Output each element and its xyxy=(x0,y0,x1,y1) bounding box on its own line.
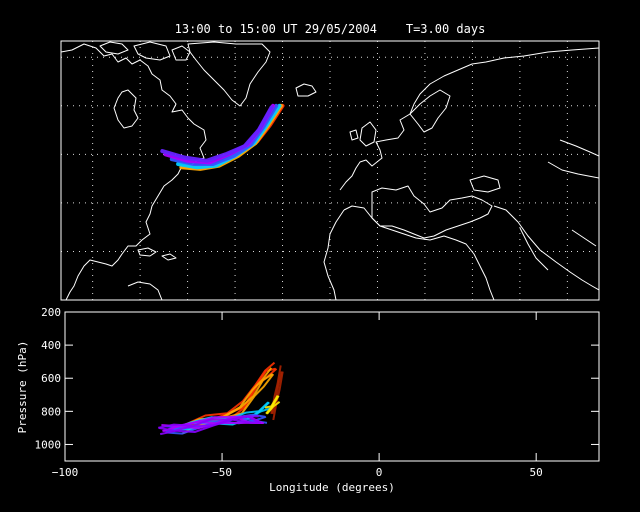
y-axis-label: Pressure (hPa) xyxy=(16,341,29,434)
coastline-arabia xyxy=(493,205,599,291)
profile-trajectory-7 xyxy=(266,400,281,415)
map-trajectory-5 xyxy=(160,105,274,163)
map-frame xyxy=(60,40,600,301)
coastline-british-isles xyxy=(349,121,377,147)
y-tick-label: 1000 xyxy=(35,438,62,451)
coastline-greenland xyxy=(187,41,271,107)
y-tick-label: 600 xyxy=(41,372,61,385)
x-tick-label: −100 xyxy=(52,466,79,479)
x-tick-label: −50 xyxy=(212,466,232,479)
coastlines xyxy=(61,41,599,300)
map-trajectories xyxy=(160,103,285,171)
map-panel xyxy=(60,40,600,301)
x-tick-label: 0 xyxy=(376,466,383,479)
x-tick-label: 50 xyxy=(530,466,543,479)
profile-trajectory-6 xyxy=(271,371,283,415)
coastline-iceland xyxy=(295,83,317,97)
coastline-asia-interior xyxy=(547,139,599,247)
profile-panel: −100 −50 0 50 200 400 600 800 1000 Longitude (de… xyxy=(16,306,600,494)
coastline-africa xyxy=(323,205,495,300)
profile-trajectories xyxy=(157,361,284,436)
coastline-arctic-islands xyxy=(99,41,191,61)
map-grid xyxy=(61,41,599,300)
coastline-europe xyxy=(339,47,599,191)
coastline-south-america xyxy=(127,281,163,300)
coastline-scandinavia xyxy=(409,89,451,133)
coastline-caribbean xyxy=(137,247,177,261)
coastline-hudson-bay xyxy=(113,89,139,129)
profile-trajectory-2 xyxy=(172,407,271,431)
coastline-black-sea xyxy=(469,175,501,193)
profile-axes: −100 −50 0 50 200 400 600 800 1000 xyxy=(35,306,599,479)
x-axis-label: Longitude (degrees) xyxy=(269,481,395,494)
y-tick-label: 400 xyxy=(41,339,61,352)
coastline-mediterranean xyxy=(371,185,493,239)
y-tick-label: 800 xyxy=(41,405,61,418)
plot-title: 13:00 to 15:00 UT 29/05/2004 T=3.00 days xyxy=(174,22,486,36)
profile-frame xyxy=(64,311,600,462)
profile-trajectory-5 xyxy=(159,418,261,436)
y-tick-label: 200 xyxy=(41,306,61,319)
coastline-north-america xyxy=(61,43,207,300)
